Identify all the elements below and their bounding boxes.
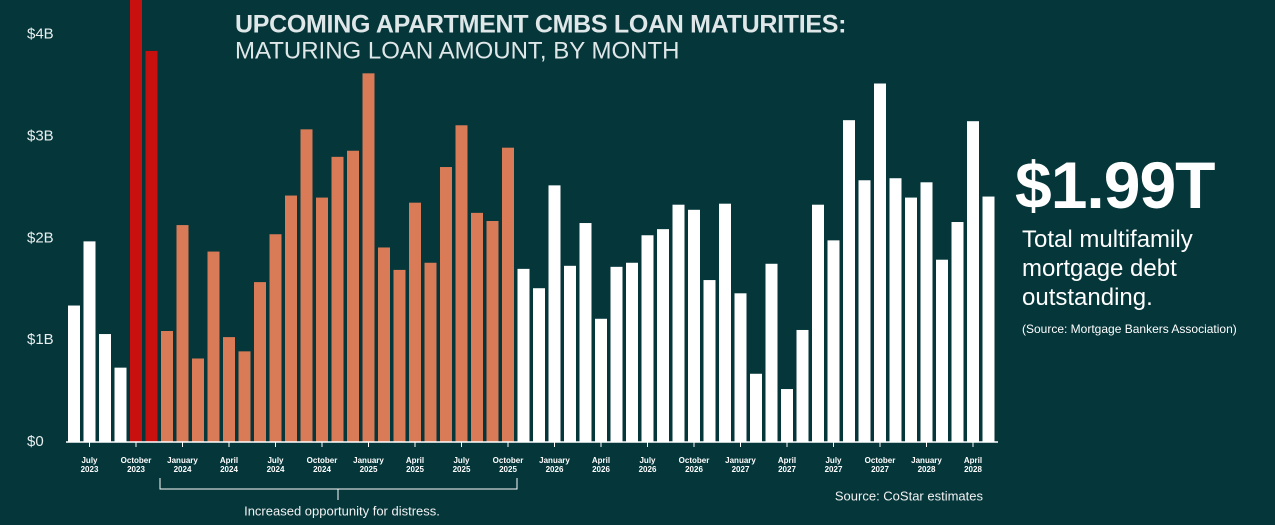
bar [936, 259, 948, 442]
x-tick-label: July 2023 [81, 456, 99, 474]
bar [223, 337, 235, 442]
bar [300, 129, 313, 442]
chart-subtitle: MATURING LOAN AMOUNT, BY MONTH [235, 37, 679, 64]
x-tick-label: October 2026 [679, 456, 710, 474]
bar [393, 269, 406, 442]
bar [378, 247, 390, 442]
bar [812, 204, 824, 442]
callout-value: $1.99T [1015, 148, 1215, 222]
bar [874, 83, 886, 442]
bar [889, 178, 902, 442]
bar [750, 373, 762, 442]
x-tick-label: April 2025 [406, 456, 425, 474]
bar [114, 367, 127, 442]
bar [471, 212, 483, 442]
bar [672, 204, 685, 442]
bar [331, 156, 344, 442]
x-tick-label: April 2027 [778, 456, 797, 474]
bar [455, 125, 468, 442]
bar [657, 229, 669, 442]
y-tick-label: $1B [27, 331, 54, 348]
source: Source: CoStar estimates [835, 488, 984, 503]
bar [68, 305, 80, 442]
bar [440, 167, 452, 442]
bar [238, 351, 251, 442]
bar [83, 241, 96, 442]
x-tick-label: October 2023 [121, 456, 152, 474]
bar [145, 50, 158, 442]
bar [362, 73, 375, 442]
bar [486, 221, 499, 442]
bar [626, 262, 638, 442]
bar [781, 389, 793, 442]
annotation: Increased opportunity for distress. [244, 503, 440, 518]
chart-title: UPCOMING APARTMENT CMBS LOAN MATURITIES: [235, 11, 846, 39]
bar [517, 268, 530, 442]
bar [641, 235, 654, 442]
bar [130, 0, 142, 442]
x-tick-label: April 2026 [592, 456, 611, 474]
bar [688, 209, 700, 442]
x-tick-label: January 2024 [167, 456, 198, 474]
x-tick-label: January 2027 [725, 456, 756, 474]
x-tick-label: January 2026 [539, 456, 570, 474]
bar [161, 330, 173, 442]
bar [858, 180, 871, 442]
bar [719, 203, 731, 442]
bar [610, 266, 623, 442]
x-tick-label: April 2024 [220, 456, 239, 474]
y-tick-label: $0 [27, 433, 44, 450]
bar [533, 288, 545, 442]
bar [207, 251, 220, 442]
bracket [159, 478, 518, 500]
bar [269, 234, 282, 442]
x-tick-label: July 2025 [453, 456, 471, 474]
bar [564, 265, 576, 442]
bar [579, 223, 592, 442]
bar [548, 185, 561, 442]
bar [409, 202, 421, 442]
y-tick-label: $4B [27, 26, 54, 43]
bar [905, 197, 917, 442]
bar [176, 225, 189, 442]
x-tick-label: July 2024 [267, 456, 285, 474]
bar [843, 120, 855, 442]
x-tick-label: October 2025 [493, 456, 524, 474]
bar [285, 195, 297, 442]
bar [734, 293, 747, 442]
bar [254, 282, 266, 442]
bars [68, 0, 995, 442]
bar [99, 334, 111, 442]
bar [920, 182, 933, 442]
callout-source: (Source: Mortgage Bankers Association) [1022, 322, 1237, 336]
bar [982, 196, 995, 442]
x-tick-label: April 2028 [964, 456, 983, 474]
bar [316, 197, 328, 442]
x-tick-label: July 2027 [825, 456, 843, 474]
x-tick-label: October 2024 [307, 456, 338, 474]
bar [424, 262, 437, 442]
bar [595, 318, 607, 442]
bar [951, 222, 964, 442]
callout-text: Total multifamily mortgage debt outstand… [1022, 226, 1193, 311]
bar [796, 329, 809, 442]
bar [502, 147, 514, 442]
bar [192, 358, 204, 442]
bar [827, 240, 840, 442]
y-tick-label: $2B [27, 229, 54, 246]
bar [347, 150, 359, 442]
bar [703, 280, 716, 442]
x-tick-label: July 2026 [639, 456, 657, 474]
x-tick-label: October 2027 [865, 456, 896, 474]
x-tick-label: January 2028 [911, 456, 942, 474]
callout: $1.99T Total multifamily mortgage debt o… [1015, 145, 1265, 336]
bar [967, 121, 979, 442]
bar [765, 263, 778, 442]
y-tick-label: $3B [27, 127, 54, 144]
x-tick-label: January 2025 [353, 456, 384, 474]
